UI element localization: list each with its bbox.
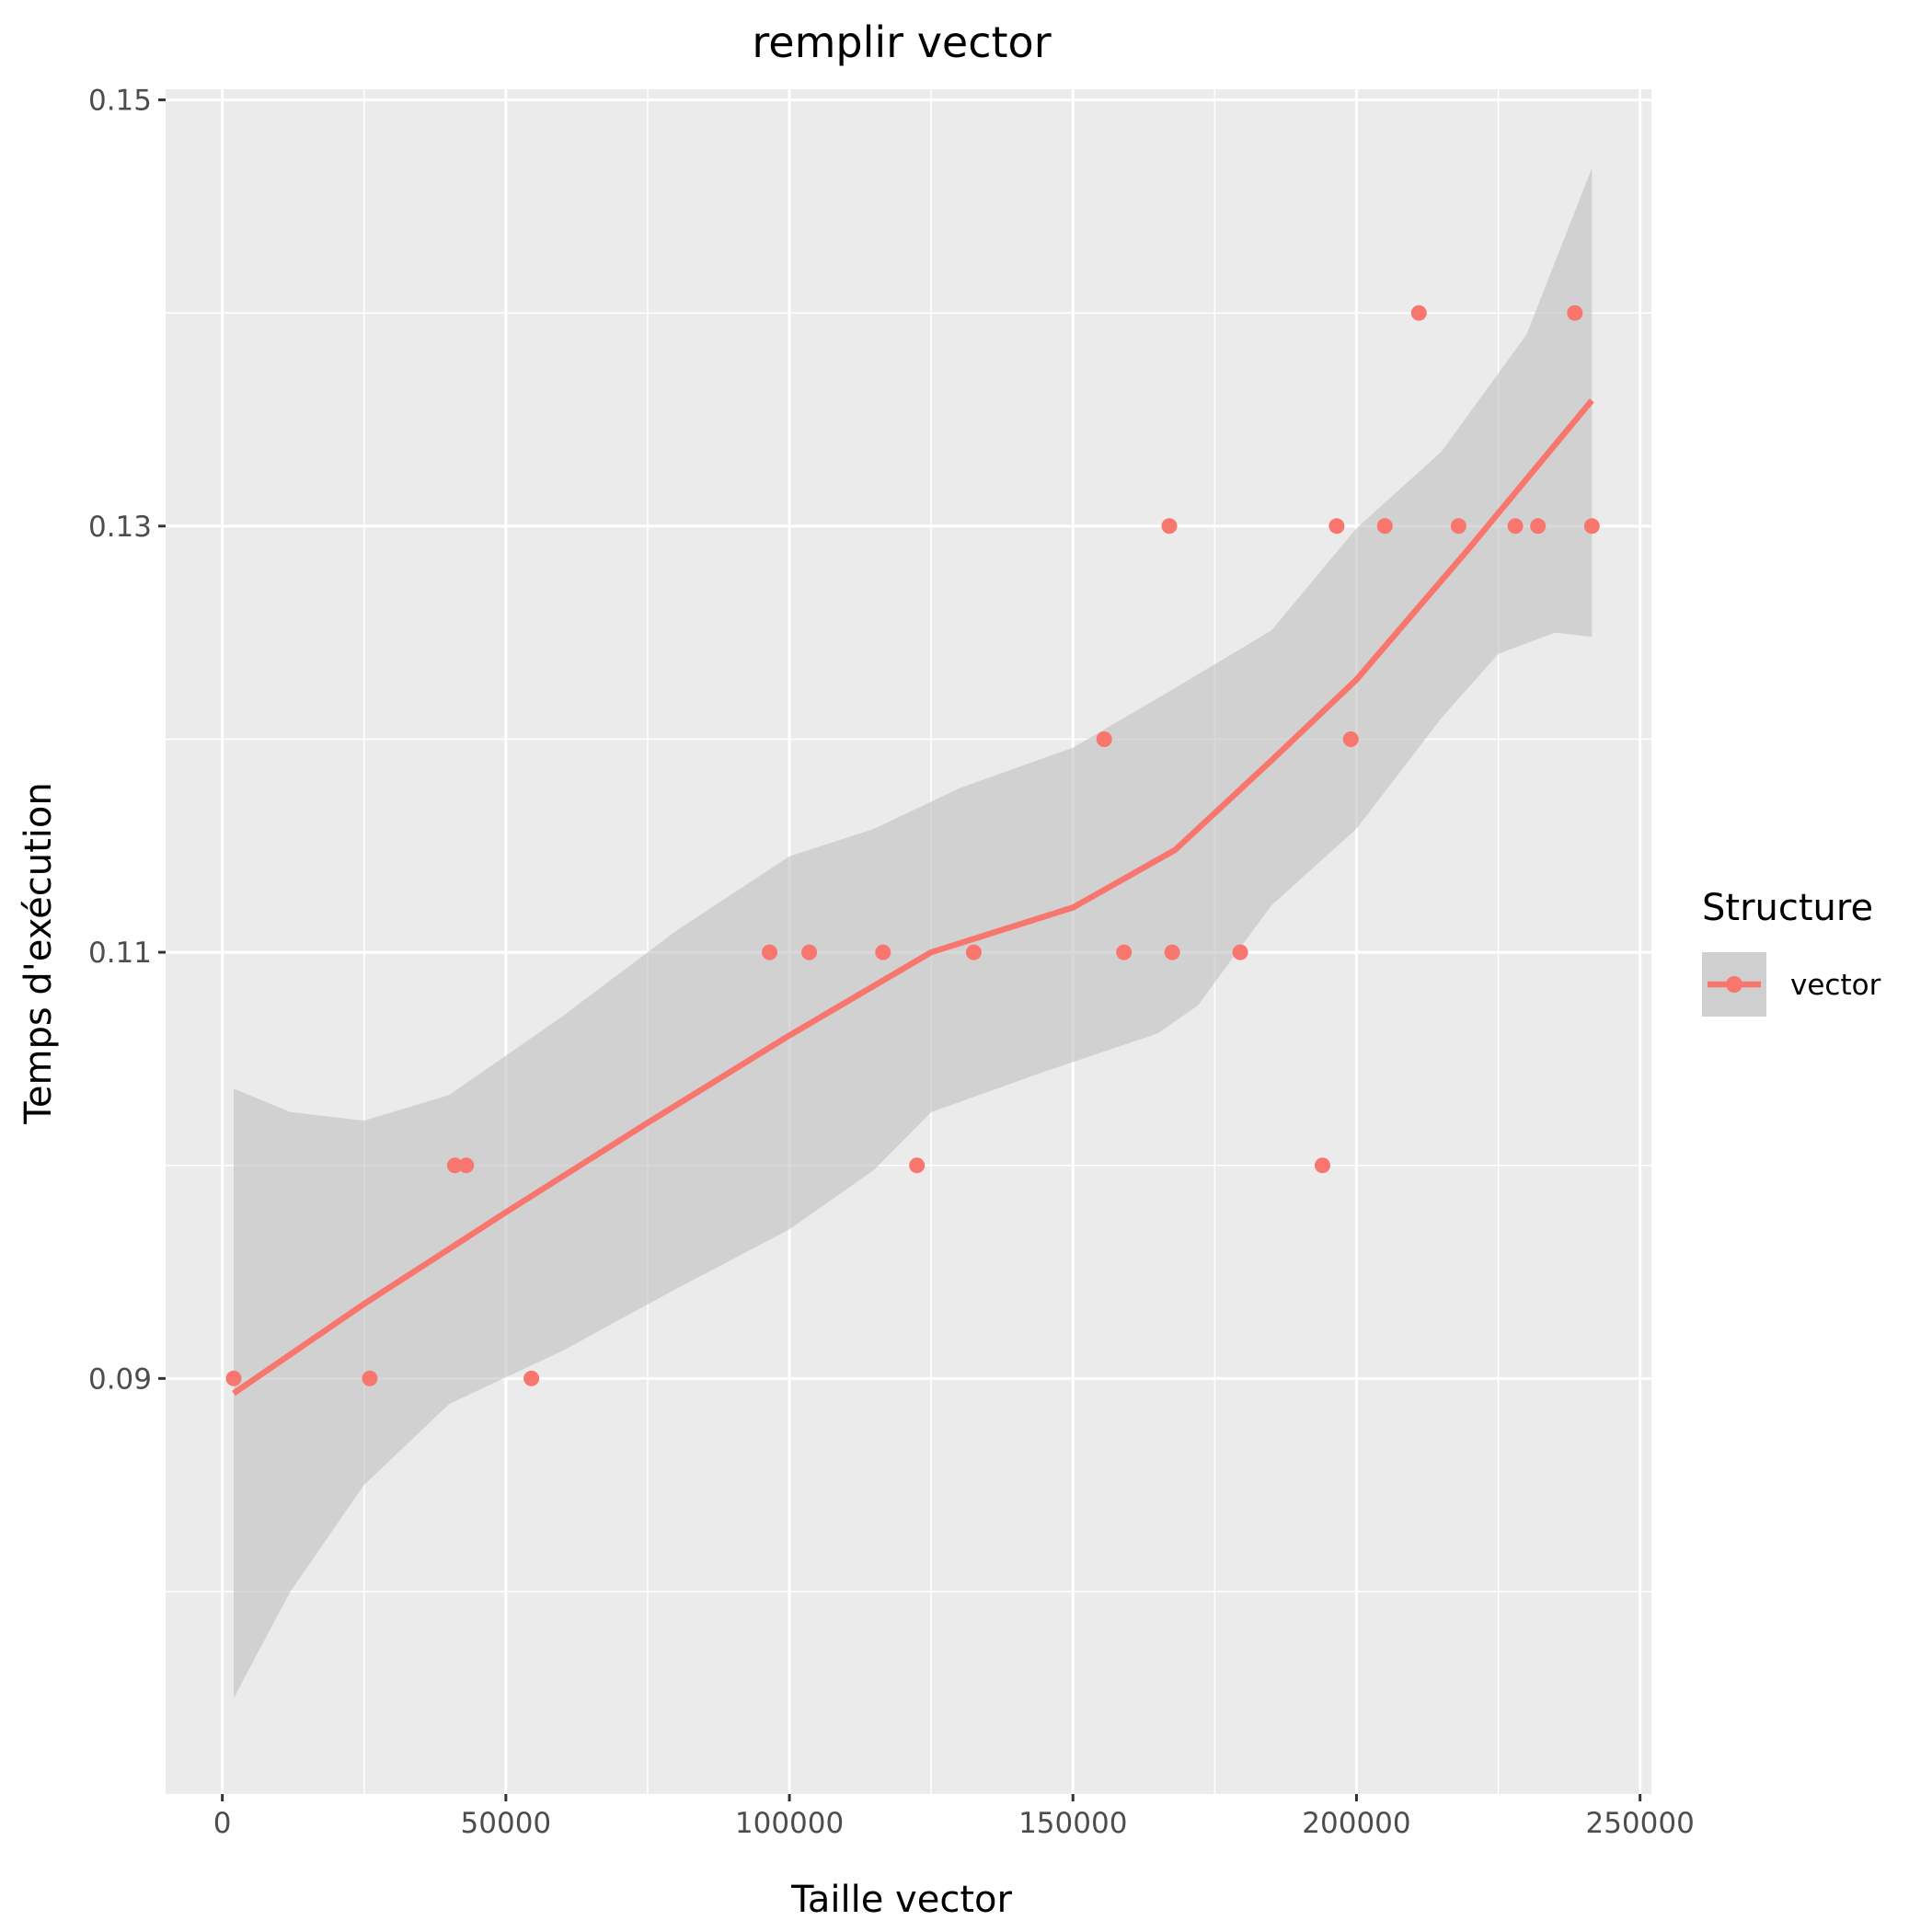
data-point xyxy=(1328,518,1345,535)
x-tick-label: 100000 xyxy=(735,1807,844,1840)
data-point xyxy=(1232,944,1248,960)
data-point xyxy=(1530,518,1547,535)
legend-title: Structure xyxy=(1702,887,1873,929)
data-point xyxy=(1583,518,1600,535)
x-tick-label: 0 xyxy=(213,1807,232,1840)
data-point xyxy=(762,944,777,960)
data-point xyxy=(1164,944,1180,960)
data-point xyxy=(801,944,818,960)
data-point xyxy=(965,944,982,960)
data-point xyxy=(1342,731,1359,747)
data-point xyxy=(362,1370,378,1386)
data-point xyxy=(458,1157,475,1174)
confidence-band xyxy=(234,167,1593,1698)
smooth-line xyxy=(232,398,1594,1397)
data-point xyxy=(1096,731,1112,747)
y-axis: 0.09 0.11 0.13 0.15 xyxy=(88,85,166,1396)
data-points xyxy=(225,305,1600,1386)
data-point xyxy=(446,1157,463,1174)
chart-title: remplir vector xyxy=(752,17,1051,67)
y-tick-label: 0.09 xyxy=(88,1363,152,1396)
x-tick-label: 250000 xyxy=(1585,1807,1694,1840)
data-point xyxy=(909,1157,926,1174)
y-tick-label: 0.11 xyxy=(88,937,152,970)
data-point xyxy=(523,1370,540,1386)
y-axis-title: Temps d'exécution xyxy=(17,782,60,1124)
data-point xyxy=(1116,944,1133,960)
x-tick-label: 200000 xyxy=(1302,1807,1410,1840)
legend: Structure vector xyxy=(1702,887,1881,1017)
data-point xyxy=(225,1370,242,1386)
data-point xyxy=(1507,518,1524,535)
data-point xyxy=(1450,518,1466,535)
legend-label-vector: vector xyxy=(1790,969,1881,1002)
y-tick-label: 0.13 xyxy=(88,511,152,544)
x-tick-label: 150000 xyxy=(1018,1807,1127,1840)
x-tick-label: 50000 xyxy=(461,1807,552,1840)
data-point xyxy=(1410,305,1427,321)
data-point xyxy=(1376,518,1393,535)
data-point xyxy=(1567,305,1583,321)
x-axis-title: Taille vector xyxy=(790,1879,1012,1921)
data-point xyxy=(1315,1157,1330,1174)
data-point xyxy=(875,944,891,960)
data-point xyxy=(1161,518,1178,535)
legend-key-point xyxy=(1726,976,1742,993)
x-axis: 0 50000 100000 150000 200000 250000 xyxy=(213,1794,1695,1840)
y-tick-label: 0.15 xyxy=(88,85,152,118)
